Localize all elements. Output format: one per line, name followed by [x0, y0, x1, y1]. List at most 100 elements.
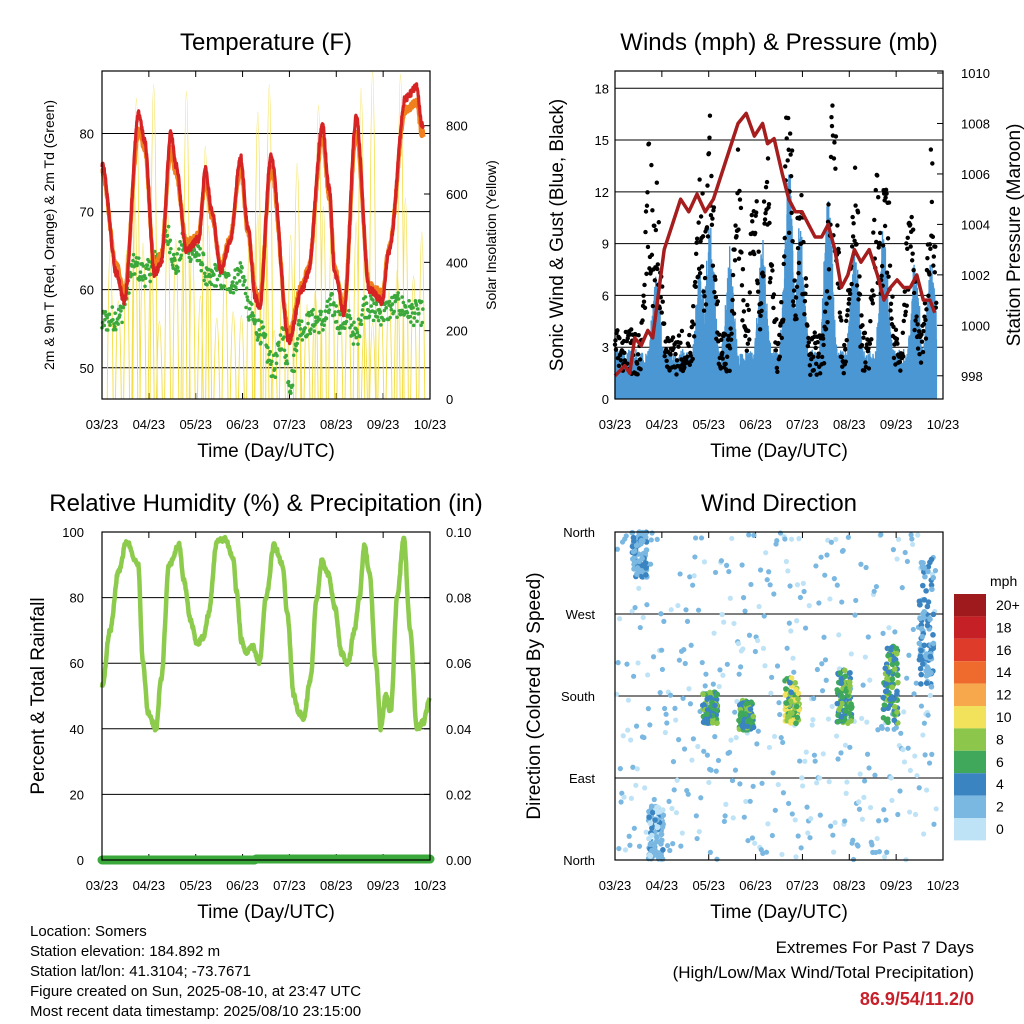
gust-point: [931, 254, 937, 259]
direction-point: [615, 660, 621, 666]
gust-point: [894, 336, 900, 342]
direction-point: [887, 696, 893, 703]
gust-point: [903, 309, 908, 314]
direction-point: [784, 645, 790, 651]
direction-point: [617, 766, 623, 772]
legend-swatch: [954, 773, 986, 796]
dewpoint-point: [417, 311, 421, 316]
dewpoint-point: [170, 259, 174, 264]
gust-point: [769, 263, 775, 268]
gust-point: [642, 282, 647, 288]
gust-point: [691, 303, 696, 309]
direction-point: [739, 562, 745, 568]
dewpoint-point: [295, 341, 299, 346]
gust-point: [859, 342, 865, 348]
gust-point: [682, 365, 687, 370]
gust-point: [786, 147, 791, 152]
direction-point: [906, 652, 912, 658]
dewpoint-point: [286, 379, 291, 384]
gust-point: [758, 313, 763, 318]
gust-point: [767, 220, 772, 226]
direction-point: [631, 547, 638, 554]
direction-point: [695, 743, 701, 750]
direction-point: [714, 856, 720, 862]
x-tick-label: 10/23: [414, 878, 447, 893]
dewpoint-point: [279, 347, 284, 351]
direction-point: [634, 571, 640, 577]
dewpoint-point: [278, 333, 283, 337]
dewpoint-point: [289, 391, 293, 395]
gust-point: [693, 284, 698, 290]
x-tick-label: 08/23: [320, 878, 353, 893]
gust-point: [826, 202, 831, 207]
gust-point: [731, 311, 737, 316]
x-tick-label: 03/23: [86, 878, 119, 893]
dewpoint-point: [103, 309, 108, 314]
gust-point: [930, 161, 935, 166]
direction-point: [763, 849, 770, 855]
dewpoint-point: [250, 302, 254, 306]
gust-point: [735, 147, 741, 152]
dewpoint-point: [325, 304, 329, 309]
dewpoint-point: [131, 258, 135, 263]
dewpoint-point: [138, 270, 143, 274]
direction-point: [701, 559, 708, 565]
gust-point: [790, 299, 796, 304]
dewpoint-point: [312, 329, 317, 333]
direction-point: [749, 835, 756, 841]
direction-point: [739, 723, 746, 730]
gust-point: [650, 303, 656, 309]
gust-point: [718, 366, 723, 371]
gust-point: [833, 166, 838, 171]
gust-point: [749, 212, 754, 218]
direction-point: [687, 574, 693, 580]
gust-point: [741, 309, 747, 314]
gust-point: [790, 238, 795, 244]
gust-point: [727, 346, 733, 351]
gust-point: [709, 222, 715, 228]
gust-point: [847, 287, 852, 293]
gust-point: [825, 319, 830, 325]
direction-point: [667, 692, 674, 698]
direction-point: [645, 672, 651, 678]
direction-point: [921, 642, 928, 649]
dewpoint-point: [382, 308, 387, 313]
direction-point: [800, 783, 806, 789]
dewpoint-point: [334, 319, 339, 324]
legend-title: mph: [990, 573, 1017, 589]
gust-point: [791, 303, 796, 308]
direction-point: [819, 688, 826, 694]
gust-point: [618, 358, 624, 363]
dewpoint-point: [111, 317, 115, 322]
dewpoint-point: [395, 315, 399, 320]
gust-point: [921, 321, 927, 327]
gust-point: [706, 151, 712, 156]
gust-point: [644, 271, 649, 277]
dewpoint-point: [120, 320, 124, 325]
direction-point: [643, 547, 650, 553]
legend-label: 20+: [996, 597, 1020, 613]
dewpoint-point: [214, 284, 219, 288]
y2-tick-label: 0.10: [446, 525, 471, 540]
gust-point: [761, 199, 767, 204]
direction-point: [744, 718, 751, 724]
gust-point: [637, 357, 643, 362]
gust-point: [852, 165, 858, 170]
gust-point: [787, 131, 793, 136]
direction-point: [770, 770, 776, 776]
gust-point: [791, 288, 797, 293]
gust-point: [634, 361, 640, 366]
direction-point: [673, 717, 679, 723]
gust-point: [879, 273, 884, 278]
dewpoint-point: [247, 307, 252, 311]
station-info: Location: Somers Station elevation: 184.…: [30, 922, 361, 1022]
gust-point: [883, 195, 888, 200]
direction-point: [858, 561, 864, 567]
gust-point: [732, 258, 738, 263]
gust-point: [699, 264, 705, 269]
plot-frame: [101, 531, 431, 861]
direction-point: [857, 771, 863, 777]
gust-point: [811, 367, 816, 373]
direction-point: [684, 618, 691, 624]
dewpoint-point: [323, 309, 328, 313]
